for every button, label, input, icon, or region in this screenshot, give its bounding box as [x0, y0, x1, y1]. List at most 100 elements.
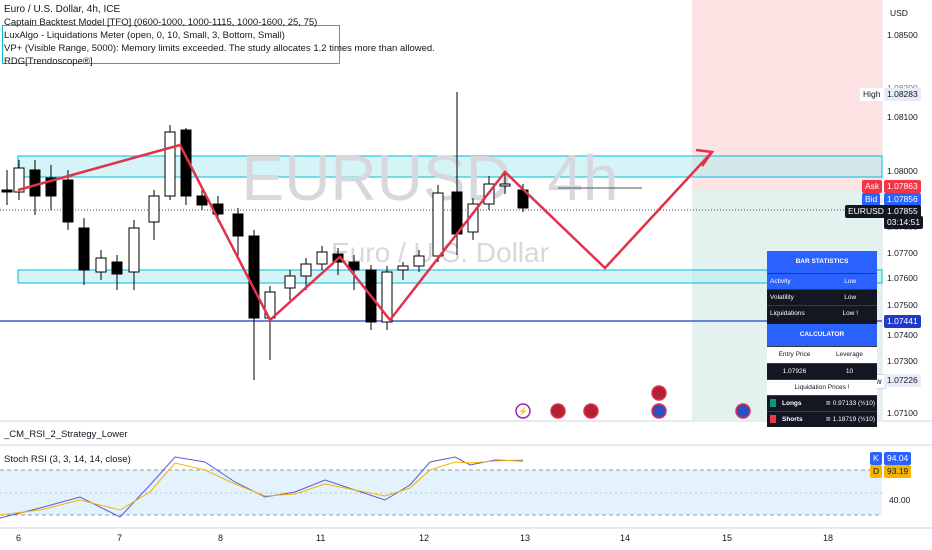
ask-price-tag: 1.07863: [884, 180, 921, 193]
candle-body: [95, 257, 107, 273]
ask-label: Ask: [862, 180, 883, 193]
candle-body: [128, 227, 140, 273]
shorts-value: ≅ 1.18719 (½10): [825, 416, 876, 423]
stat-value: Low !: [842, 310, 859, 317]
symbol-price-label: EURUSD: [845, 205, 887, 218]
stoch-k-label: K: [870, 452, 882, 465]
candles: [1, 92, 529, 380]
price-tick: 1.07100: [887, 408, 918, 418]
watermark-ticker: EURUSD, 4h: [242, 142, 619, 214]
liquidations-meter-table: BAR STATISTICS Activity Low Volatility L…: [767, 251, 877, 427]
candle-body: [1, 189, 13, 193]
support-zone: [17, 269, 883, 284]
candle-body: [164, 131, 176, 197]
us-flag-event-icon[interactable]: [583, 403, 599, 419]
price-tick: 1.07400: [887, 330, 918, 340]
lightning-glyph-icon: ⚡: [518, 406, 528, 416]
stoch-rsi-title[interactable]: Stoch RSI (3, 3, 14, 14, close): [4, 454, 131, 465]
price-tick: 1.07300: [887, 356, 918, 366]
candle-body: [284, 275, 296, 289]
currency-label[interactable]: USD: [890, 8, 908, 18]
stoch-k-value: 94.04: [884, 452, 912, 465]
candle-body: [196, 195, 208, 206]
legend-highlight-box: [2, 25, 340, 64]
strategy-pane-title[interactable]: _CM_RSI_2_Strategy_Lower: [4, 429, 128, 440]
candle-body: [13, 167, 25, 193]
eu-flag-event-icon[interactable]: [651, 403, 667, 419]
stat-value: Low: [844, 294, 857, 301]
us-flag-event-icon[interactable]: [550, 403, 566, 419]
bid-price-tag: 1.07856: [884, 193, 921, 206]
candle-body: [45, 177, 57, 197]
candle-body: [348, 261, 360, 271]
time-tick: 7: [117, 533, 123, 543]
time-tick: 15: [722, 533, 733, 543]
shorts-row: Shorts ≅ 1.18719 (½10): [767, 411, 877, 427]
projection-arrowhead: [695, 148, 715, 167]
stat-label: Activity: [770, 278, 791, 285]
level-price-tag: 1.07441: [884, 315, 921, 328]
symbol-title[interactable]: Euro / U.S. Dollar, 4h, ICE: [4, 4, 121, 15]
indicator-liquidations-meter[interactable]: LuxAlgo - Liquidations Meter (open, 0, 1…: [4, 30, 285, 41]
longs-color-swatch: [770, 399, 776, 408]
stat-row: Liquidations Low !: [767, 305, 877, 321]
stat-value: Low: [844, 278, 857, 285]
eu-flag-event-icon[interactable]: [735, 403, 751, 419]
longs-label: Longs: [782, 400, 802, 407]
candle-body: [232, 213, 244, 237]
price-tick: 1.07700: [887, 248, 918, 258]
entry-price-value: 1.07926: [782, 368, 807, 375]
calculator-value-row: 1.07926 10: [767, 363, 877, 379]
shorts-label: Shorts: [782, 416, 803, 423]
bid-label: Bid: [862, 193, 881, 206]
candle-body: [316, 251, 328, 265]
leverage-header: Leverage: [835, 351, 864, 358]
candle-body: [413, 255, 425, 267]
high-label: High: [860, 88, 884, 101]
longs-value: ≅ 0.97133 (½10): [825, 400, 876, 407]
stat-label: Liquidations: [770, 310, 805, 317]
calculator-column-row: Entry Price Leverage: [767, 346, 877, 363]
time-tick: 11: [316, 533, 326, 543]
price-tick: 1.07500: [887, 300, 918, 310]
candle-body: [300, 263, 312, 277]
candle-body: [78, 227, 90, 271]
bar-statistics-header: BAR STATISTICS: [767, 251, 877, 273]
time-tick: 6: [16, 533, 22, 543]
leverage-value: 10: [845, 368, 854, 375]
candle-body: [180, 129, 192, 197]
time-tick: 14: [620, 533, 631, 543]
time-tick: 13: [520, 533, 531, 543]
candle-body: [432, 192, 444, 257]
stoch-d-label: D: [870, 465, 883, 478]
stat-label: Volatility: [770, 294, 794, 301]
indicator-vp-plus[interactable]: VP+ (Visible Range, 5000): Memory limits…: [4, 43, 435, 54]
price-tick: 1.08000: [887, 166, 918, 176]
low-price-tag: 1.07226: [884, 374, 921, 387]
us-flag-event-icon[interactable]: [651, 385, 667, 401]
candle-body: [248, 235, 260, 319]
time-tick: 8: [218, 533, 224, 543]
candle-body: [62, 179, 74, 223]
stat-row: Volatility Low: [767, 289, 877, 305]
candle-body: [499, 183, 511, 187]
longs-row: Longs ≅ 0.97133 (½10): [767, 395, 877, 411]
lightning-event-icon[interactable]: [515, 403, 531, 419]
high-price-tag: 1.08283: [884, 88, 921, 101]
candle-body: [397, 265, 409, 271]
shorts-color-swatch: [770, 415, 776, 424]
stat-row: Activity Low: [767, 273, 877, 289]
price-tick: 1.08100: [887, 112, 918, 122]
pattern-projection-path: [17, 143, 713, 323]
candle-body: [148, 195, 160, 223]
stoch-d-line: [0, 459, 524, 516]
time-tick: 18: [823, 533, 834, 543]
indicator-rdg[interactable]: RDG[Trendoscope®]: [4, 56, 93, 67]
stoch-d-value: 93.19: [884, 465, 912, 478]
stoch-k-line: [0, 456, 524, 519]
last-price-tag: 1.07855: [884, 205, 921, 218]
time-tick: 12: [419, 533, 430, 543]
stoch-level-label: 40.00: [889, 495, 911, 505]
indicator-captain-backtest[interactable]: Captain Backtest Model [TFO] (0600-1000,…: [4, 17, 318, 28]
liquidation-prices-header: Liquidation Prices !: [794, 384, 850, 391]
